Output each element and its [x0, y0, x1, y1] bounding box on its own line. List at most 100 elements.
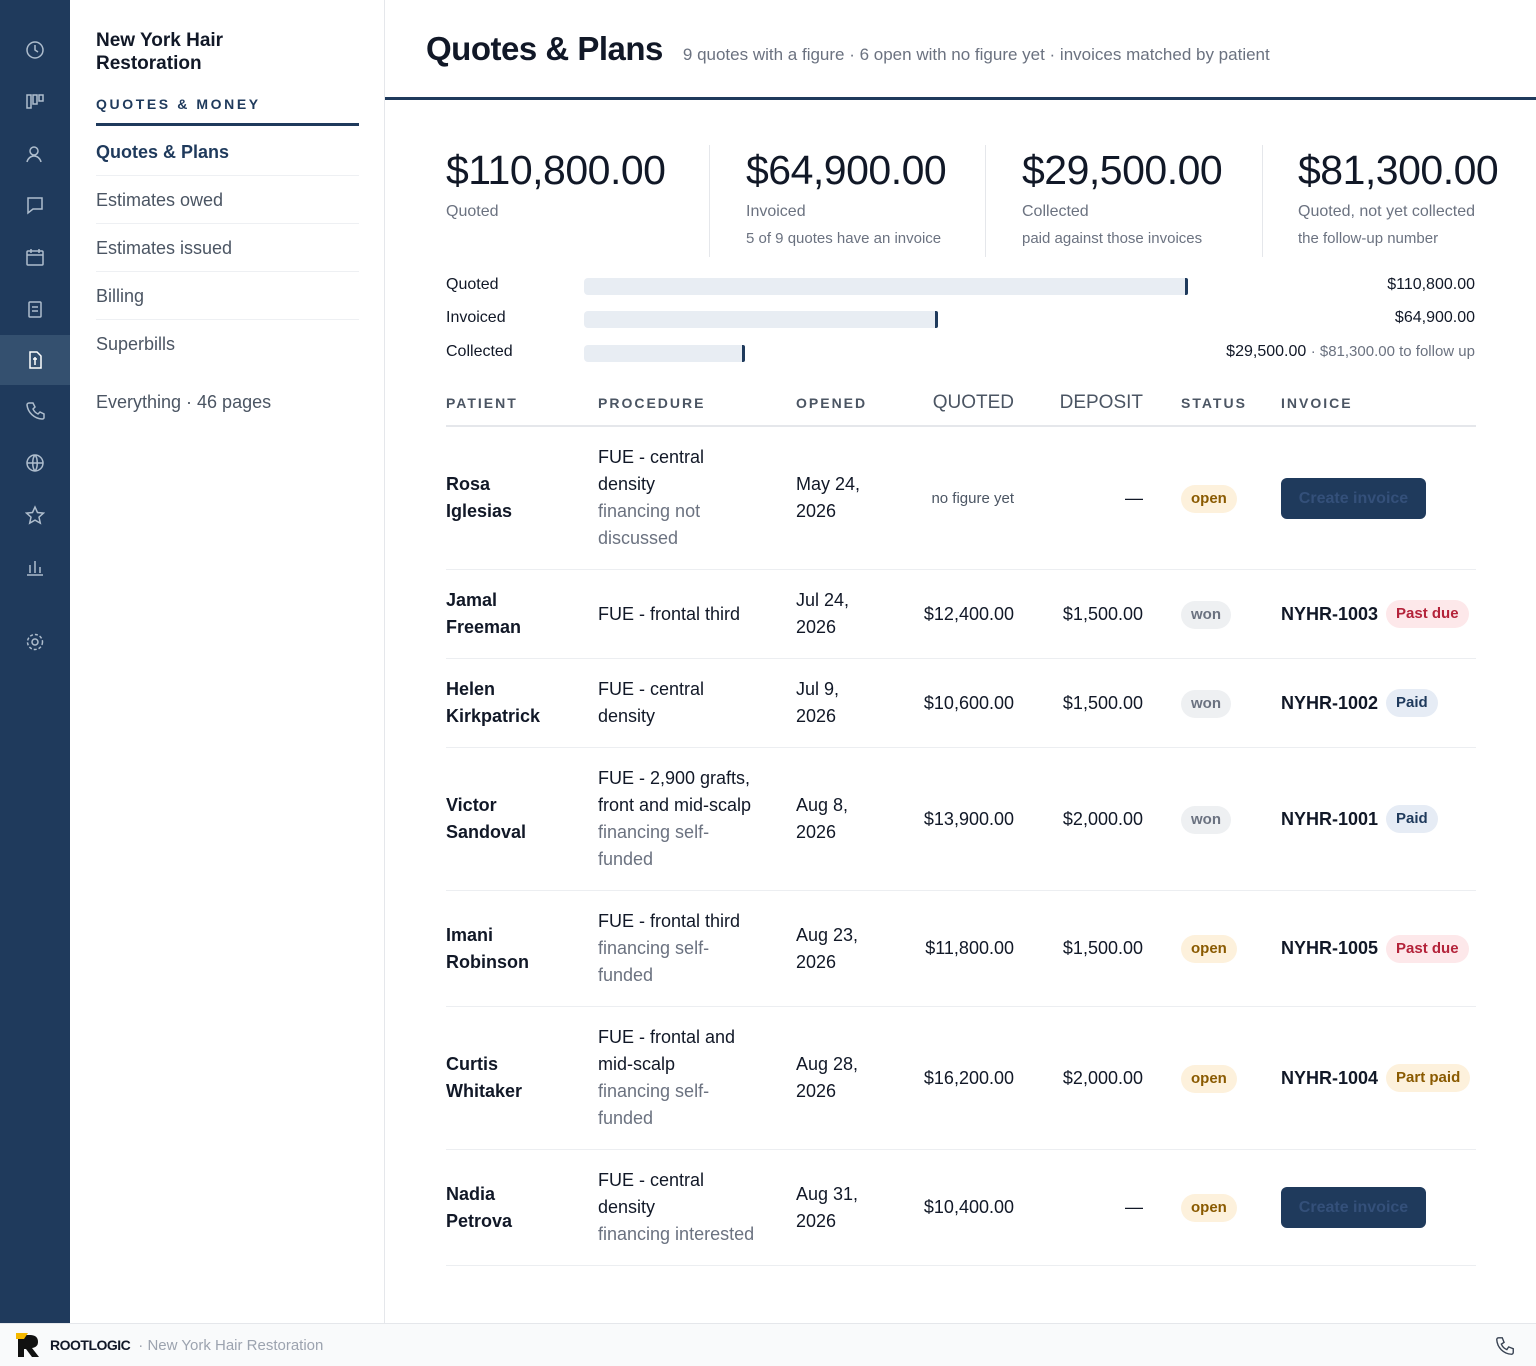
nav-item[interactable]: Superbills: [96, 334, 176, 354]
procedure-cell: FUE - central density: [598, 676, 758, 730]
create-invoice-button[interactable]: Create invoice: [1281, 477, 1426, 519]
icon: [26, 249, 44, 266]
cell: Aug 31, 2026: [796, 1181, 896, 1235]
procedure-cell: FUE - frontal third: [598, 601, 758, 628]
column-header: INVOICE: [1281, 394, 1353, 411]
cell: NYHR-1001 Paid: [1281, 805, 1476, 833]
cell: Helen Kirkpatrick: [446, 676, 598, 730]
nav-icon[interactable]: [0, 180, 70, 230]
amount: $64,900.00: [1394, 309, 1475, 326]
column-header: DEPOSIT: [1059, 391, 1143, 413]
financing-note: financing not discussed: [598, 501, 701, 548]
procedure: FUE - central density: [598, 1170, 705, 1217]
icon: [26, 633, 44, 651]
procedure-cell: FUE - central density financing not discu…: [598, 444, 758, 552]
table: PATIENT PROCEDURE OPENED QUOTED DEPOSIT STATU…: [446, 380, 1476, 1266]
nav-icon[interactable]: [0, 438, 70, 488]
title: Quotes & Plans: [426, 30, 663, 67]
cell: May 24, 2026: [796, 471, 896, 525]
nav-icon[interactable]: [0, 490, 70, 540]
nav-icon[interactable]: [0, 232, 70, 282]
invoice-number[interactable]: NYHR-1001: [1281, 808, 1379, 829]
patient: Jamal Freeman: [446, 590, 522, 637]
nav-icon[interactable]: [0, 25, 70, 75]
procedure-cell: FUE - central density financing intereste…: [598, 1167, 758, 1248]
amount: $29,500.00: [1226, 343, 1307, 360]
cell: won: [1143, 600, 1281, 629]
invoice-number[interactable]: NYHR-1005: [1281, 938, 1379, 958]
cell: won: [1143, 805, 1281, 834]
kpi-label: Quoted, not yet collected: [1298, 203, 1475, 220]
nav-icon[interactable]: [0, 617, 70, 667]
procedure-cell: FUE - 2,900 grafts, front and mid-scalp f…: [598, 765, 758, 873]
nav-icon[interactable]: [0, 77, 70, 127]
nav-icon[interactable]: [0, 129, 70, 179]
nav-icon[interactable]: [0, 542, 70, 592]
cell: FUE - 2,900 grafts, front and mid-scalp f…: [598, 765, 796, 873]
table-row: Imani Robinson FUE - frontal third financi…: [446, 891, 1476, 1007]
quoted: $10,400.00: [923, 1197, 1014, 1217]
invoice-number[interactable]: NYHR-1004: [1281, 1067, 1379, 1088]
progress-value: $110,800.00: [1387, 276, 1475, 294]
section-underline: [96, 123, 359, 126]
cell: won: [1143, 689, 1281, 718]
invoice-number[interactable]: NYHR-1003: [1281, 603, 1379, 624]
phone-icon[interactable]: [1494, 1335, 1516, 1357]
cell: FUE - central density financing intereste…: [598, 1167, 796, 1248]
kpi-note: paid against those invoices: [1022, 230, 1203, 247]
main: Quotes & Plans 9 quotes with a figure · …: [385, 0, 1536, 1323]
table-row: Rosa Iglesias FUE - central density financ…: [446, 427, 1476, 570]
cell: FUE - central density: [598, 676, 796, 730]
deposit: $2,000.00: [1062, 808, 1143, 829]
progress-bar: [584, 278, 1188, 295]
header: Quotes & Plans 9 quotes with a figure · …: [385, 0, 1536, 100]
icon: [29, 351, 42, 369]
progress-bar: [584, 345, 745, 362]
nav-item[interactable]: Quotes & Plans: [96, 128, 359, 176]
kpi-label: Invoiced: [746, 203, 806, 220]
cell: Create invoice: [1281, 477, 1476, 519]
icon: [26, 454, 44, 472]
nav-icon[interactable]: [0, 386, 70, 436]
cell: Jul 9, 2026: [796, 676, 896, 730]
procedure-cell: FUE - frontal third financing self-funded: [598, 908, 758, 989]
kpi-value: $64,900.00: [746, 147, 947, 193]
icon: [26, 94, 44, 109]
sidebar: New York Hair Restoration QUOTES & MONEY…: [70, 0, 385, 1323]
create-invoice-button[interactable]: Create invoice: [1281, 1187, 1426, 1228]
kpi-card: $64,900.00 Invoiced 5 of 9 quotes have an …: [746, 146, 947, 247]
table-row: Nadia Petrova FUE - central density financ…: [446, 1150, 1476, 1266]
nav-item[interactable]: Billing: [96, 272, 359, 320]
nav-icon[interactable]: [0, 335, 70, 385]
cell: Rosa Iglesias: [446, 471, 598, 525]
table-row: Victor Sandoval FUE - 2,900 grafts, front…: [446, 748, 1476, 891]
invoice-number[interactable]: NYHR-1002: [1281, 692, 1379, 713]
everything-link[interactable]: Everything · 46 pages: [96, 392, 272, 412]
quoted: $11,800.00: [925, 938, 1014, 958]
cell: Aug 23, 2026: [796, 922, 896, 976]
cell: open: [1143, 1064, 1281, 1093]
patient: Curtis Whitaker: [446, 1054, 523, 1101]
opened: Aug 28, 2026: [796, 1054, 859, 1101]
kpi-label: Quoted: [446, 203, 499, 220]
icon: [26, 402, 45, 420]
deposit: $1,500.00: [1062, 692, 1143, 713]
patient: Helen Kirkpatrick: [446, 679, 541, 726]
invoice-status: Paid: [1386, 689, 1438, 717]
nav-item[interactable]: Estimates owed: [96, 176, 359, 224]
progress-label: Quoted: [446, 276, 499, 293]
deposit: $2,000.00: [1062, 1067, 1143, 1088]
kpi-value: $81,300.00: [1298, 147, 1499, 193]
nav-icon[interactable]: [0, 284, 70, 334]
column-header: PROCEDURE: [598, 394, 706, 411]
status-badge: won: [1181, 689, 1231, 718]
table-row: Jamal Freeman FUE - frontal third Jul 24, …: [446, 570, 1476, 659]
invoice-status: Past due: [1386, 600, 1469, 628]
kpi-note: 5 of 9 quotes have an invoice: [746, 230, 942, 247]
column-header: STATUS: [1181, 394, 1247, 411]
procedure: FUE - central density: [598, 447, 705, 494]
progress-value: $29,500.00 · $81,300.00 to follow up: [1226, 343, 1475, 361]
table-row: Curtis Whitaker FUE - frontal and mid-sca…: [446, 1007, 1476, 1150]
nav-item[interactable]: Estimates issued: [96, 224, 359, 272]
